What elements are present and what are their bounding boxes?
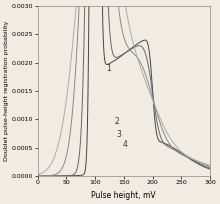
- Text: 1: 1: [106, 64, 111, 73]
- Y-axis label: Doublet pulse-height registration probability: Doublet pulse-height registration probab…: [4, 21, 9, 161]
- X-axis label: Pulse height, mV: Pulse height, mV: [92, 191, 156, 200]
- Text: 3: 3: [117, 130, 122, 139]
- Text: 2: 2: [114, 117, 119, 126]
- Text: 4: 4: [123, 140, 128, 149]
